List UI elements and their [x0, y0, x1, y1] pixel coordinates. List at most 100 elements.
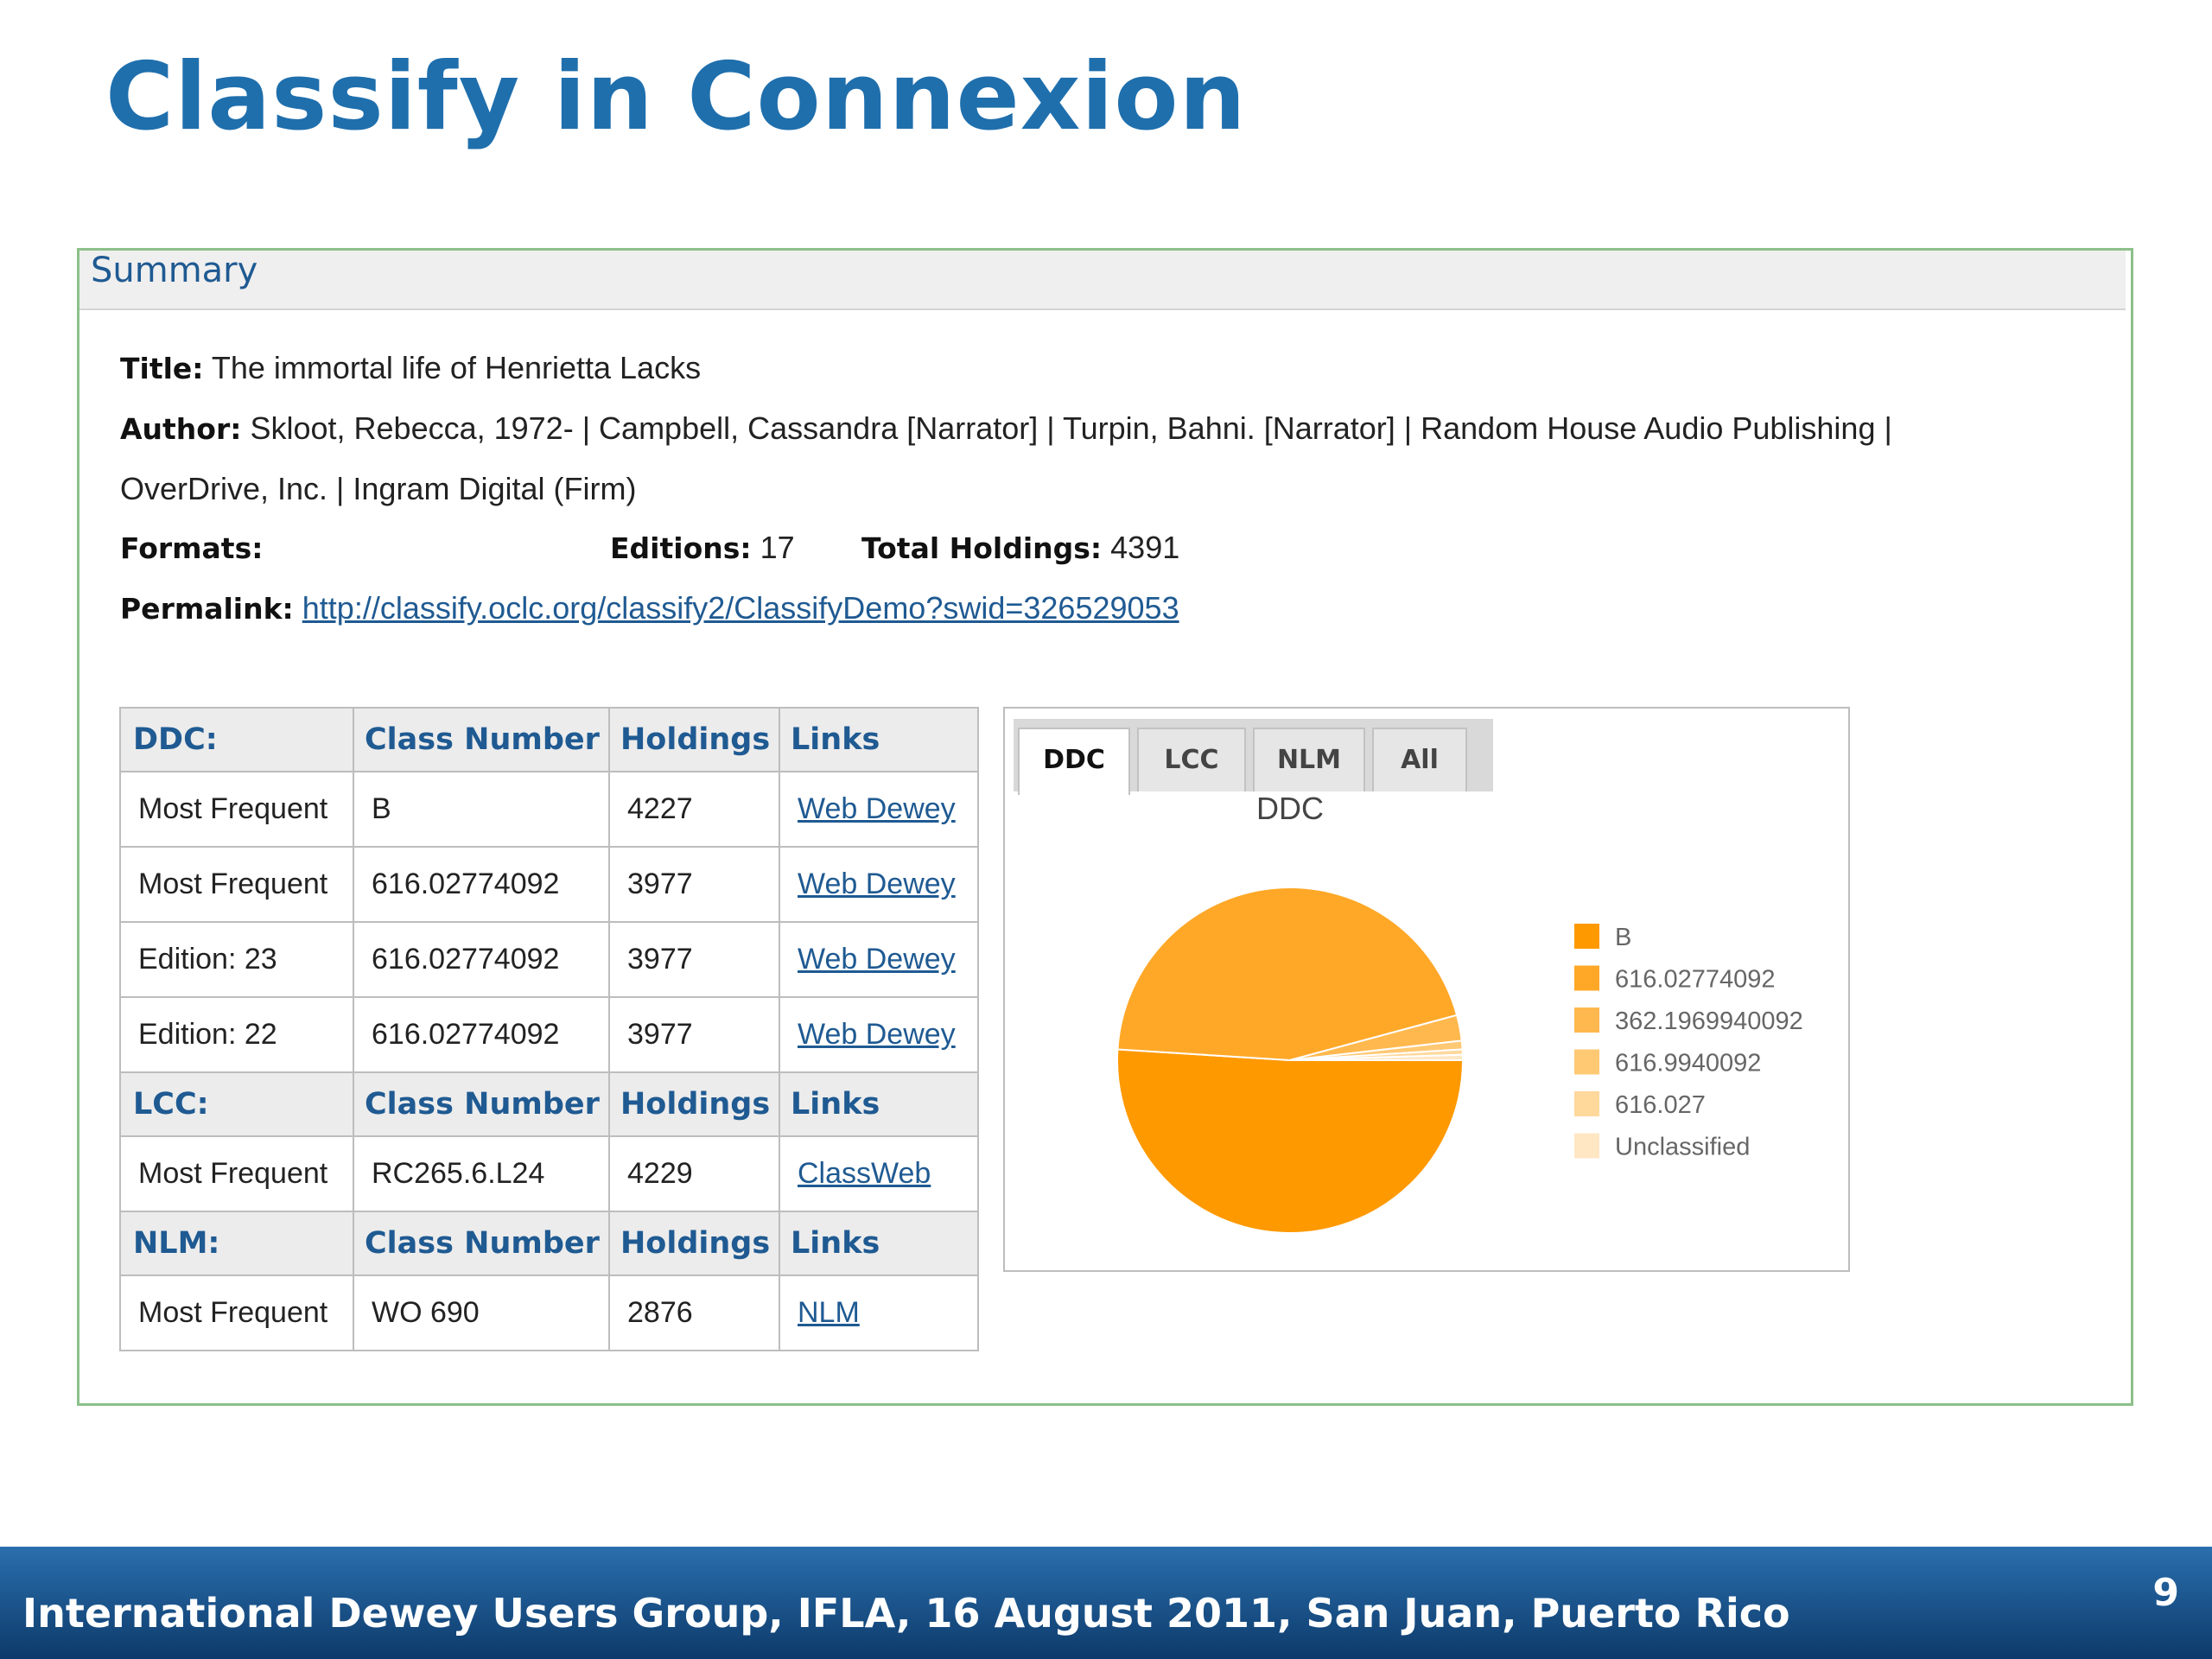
title-line: Title: The immortal life of Henrietta La… [120, 350, 701, 386]
author-line-2: OverDrive, Inc. | Ingram Digital (Firm) [120, 471, 636, 507]
link-cell: Web Dewey [779, 996, 979, 1073]
classification-table: DDC: Class Number Holdings Links Most Freque… [119, 707, 979, 1351]
legend-swatch [1574, 1007, 1599, 1033]
page-number: 9 [2152, 1571, 2179, 1615]
legend-label: 616.02774092 [1615, 966, 1775, 994]
tab-all[interactable]: All [1372, 728, 1467, 791]
link-cell: Web Dewey [779, 771, 979, 848]
table-row: Most Frequent WO 690 2876 NLM [119, 1274, 979, 1351]
class-number-cell: 616.02774092 [353, 846, 610, 923]
lcc-header-cell: Class Number [353, 1071, 610, 1137]
label-cell: Most Frequent [119, 1274, 354, 1351]
author-value-line1: Skloot, Rebecca, 1972- | Campbell, Cassa… [250, 410, 1892, 446]
ddc-link[interactable]: Web Dewey [798, 1018, 956, 1051]
ddc-header-cell: DDC: [119, 707, 354, 772]
ddc-link[interactable]: Web Dewey [798, 943, 956, 976]
nlm-link[interactable]: NLM [798, 1296, 860, 1329]
editions-label: Editions: [610, 531, 752, 565]
chart-box: DDC LCC NLM All DDC B 616.02774092 362.1969… [1003, 707, 1850, 1272]
ddc-header-cell: Holdings [608, 707, 780, 772]
summary-panel: Summary Title: The immortal life of Henr… [77, 248, 2133, 1406]
lcc-header-cell: Holdings [608, 1071, 780, 1137]
tab-nlm[interactable]: NLM [1253, 728, 1365, 791]
title-label: Title: [120, 352, 204, 385]
pie-slice [1289, 1053, 1465, 1061]
legend-label: B [1615, 924, 1631, 951]
permalink-label: Permalink: [120, 592, 294, 626]
table-row: Most Frequent B 4227 Web Dewey [119, 771, 979, 848]
legend-swatch [1574, 1091, 1599, 1116]
ddc-header-row: DDC: Class Number Holdings Links [119, 707, 979, 772]
author-label: Author: [120, 412, 242, 446]
nlm-header-row: NLM: Class Number Holdings Links [119, 1211, 979, 1276]
permalink-link[interactable]: http://classify.oclc.org/classify2/Class… [302, 590, 1179, 626]
holdings-cell: 3977 [608, 921, 780, 998]
link-cell: Web Dewey [779, 921, 979, 998]
lcc-link[interactable]: ClassWeb [798, 1157, 931, 1190]
lcc-header-cell: Links [779, 1071, 979, 1137]
legend-swatch [1574, 924, 1599, 949]
lcc-header-cell: LCC: [119, 1071, 354, 1137]
lcc-header-row: LCC: Class Number Holdings Links [119, 1071, 979, 1137]
legend-label: 616.027 [1615, 1091, 1706, 1119]
class-number-cell: RC265.6.L24 [353, 1135, 610, 1212]
class-number-cell: B [353, 771, 610, 848]
chart-title: DDC [1256, 791, 1324, 826]
link-cell: Web Dewey [779, 846, 979, 923]
legend-label: Unclassified [1615, 1134, 1750, 1161]
nlm-header-cell: Class Number [353, 1211, 610, 1276]
holdings-cell: 2876 [608, 1274, 780, 1351]
pie-slice [1116, 1048, 1465, 1235]
label-cell: Most Frequent [119, 1135, 354, 1212]
label-cell: Edition: 23 [119, 921, 354, 998]
legend-label: 362.1969940092 [1615, 1007, 1803, 1035]
label-cell: Most Frequent [119, 771, 354, 848]
legend-swatch [1574, 1049, 1599, 1075]
total-holdings-label: Total Holdings: [861, 531, 1103, 565]
ddc-link[interactable]: Web Dewey [798, 868, 956, 900]
formats-line: Formats: [120, 530, 263, 566]
label-cell: Most Frequent [119, 846, 354, 923]
holdings-cell: 3977 [608, 996, 780, 1073]
slide-title: Classify in Connexion [105, 43, 1247, 151]
table-row: Most Frequent RC265.6.L24 4229 ClassWeb [119, 1135, 979, 1212]
chart-tabs: DDC LCC NLM All [1014, 719, 1493, 795]
total-holdings-line: Total Holdings: 4391 [861, 530, 1179, 566]
author-line: Author: Skloot, Rebecca, 1972- | Campbel… [120, 410, 1892, 447]
class-number-cell: 616.02774092 [353, 996, 610, 1073]
editions-value: 17 [760, 530, 795, 565]
footer-bar: International Dewey Users Group, IFLA, 1… [0, 1547, 2212, 1659]
summary-header: Summary [79, 251, 2126, 310]
nlm-header-cell: Holdings [608, 1211, 780, 1276]
table-row: Edition: 23 616.02774092 3977 Web Dewey [119, 921, 979, 998]
tab-lcc[interactable]: LCC [1137, 728, 1246, 791]
pie-slice [1116, 887, 1459, 1062]
label-cell: Edition: 22 [119, 996, 354, 1073]
formats-label: Formats: [120, 531, 264, 565]
ddc-link[interactable]: Web Dewey [798, 792, 956, 825]
holdings-cell: 3977 [608, 846, 780, 923]
tab-ddc[interactable]: DDC [1018, 728, 1130, 795]
author-value-line2: OverDrive, Inc. | Ingram Digital (Firm) [120, 471, 637, 506]
ddc-header-cell: Class Number [353, 707, 610, 772]
ddc-header-cell: Links [779, 707, 979, 772]
table-row: Most Frequent 616.02774092 3977 Web Dewey [119, 846, 979, 923]
class-number-cell: WO 690 [353, 1274, 610, 1351]
nlm-header-cell: NLM: [119, 1211, 354, 1276]
summary-header-label: Summary [91, 251, 258, 290]
holdings-cell: 4229 [608, 1135, 780, 1212]
nlm-header-cell: Links [779, 1211, 979, 1276]
editions-line: Editions: 17 [610, 530, 795, 566]
total-holdings-value: 4391 [1110, 530, 1180, 565]
title-value: The immortal life of Henrietta Lacks [211, 350, 702, 385]
footer-text: International Dewey Users Group, IFLA, 1… [22, 1590, 1790, 1637]
table-row: Edition: 22 616.02774092 3977 Web Dewey [119, 996, 979, 1073]
legend-swatch [1574, 965, 1599, 991]
holdings-cell: 4227 [608, 771, 780, 848]
permalink-line: Permalink: http://classify.oclc.org/clas… [120, 590, 1179, 626]
ddc-pie-chart: DDC B 616.02774092 362.1969940092 616.994009… [1116, 791, 1803, 1235]
link-cell: NLM [779, 1274, 979, 1351]
link-cell: ClassWeb [779, 1135, 979, 1212]
class-number-cell: 616.02774092 [353, 921, 610, 998]
legend-swatch [1574, 1133, 1599, 1159]
